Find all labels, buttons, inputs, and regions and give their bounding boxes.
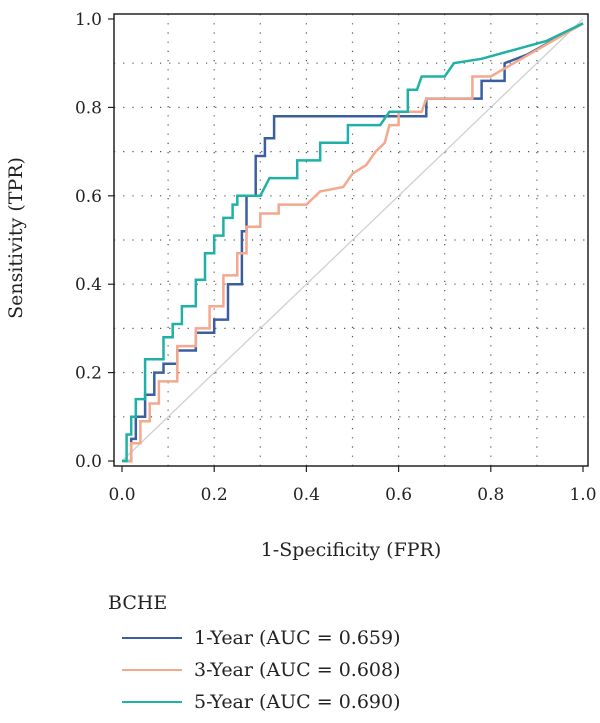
legend-label: 1-Year (AUC = 0.659) (194, 627, 401, 649)
y-tick-label: 0.4 (75, 275, 102, 295)
chance-diagonal (121, 18, 584, 462)
legend-swatch (122, 669, 182, 671)
plot-frame (113, 13, 589, 467)
x-tick-label: 0.2 (201, 485, 228, 505)
x-tick-label: 0.6 (385, 485, 412, 505)
x-tick-label: 0.8 (477, 485, 504, 505)
legend-item-5-year: 5-Year (AUC = 0.690) (108, 686, 401, 718)
y-axis: 0.0 0.2 0.4 0.6 0.8 1.0 (75, 10, 114, 472)
legend-title: BCHE (108, 592, 168, 614)
legend-label: 3-Year (AUC = 0.608) (194, 659, 401, 681)
x-tick-label: 0.0 (108, 485, 135, 505)
legend-label: 5-Year (AUC = 0.690) (194, 691, 401, 713)
y-tick-label: 0.2 (75, 364, 102, 384)
x-tick-label: 1.0 (569, 485, 596, 505)
roc-chart: 0.0 0.2 0.4 0.6 0.8 1.0 0.0 0.2 0.4 0.6 0.8 1.0 1-… (5, 10, 597, 561)
x-axis: 0.0 0.2 0.4 0.6 0.8 1.0 (108, 466, 597, 505)
roc-curve-series-3 (122, 22, 584, 463)
roc-curve-series-2 (122, 22, 584, 463)
y-axis-label: Sensitivity (TPR) (5, 157, 27, 319)
legend-item-3-year: 3-Year (AUC = 0.608) (108, 654, 401, 686)
x-tick-label: 0.4 (293, 485, 320, 505)
y-tick-label: 0.8 (75, 98, 102, 118)
series-layer (122, 22, 584, 463)
legend-swatch (122, 637, 182, 639)
y-tick-label: 0.6 (75, 187, 102, 207)
y-tick-label: 0.0 (75, 452, 102, 472)
legend: BCHE 1-Year (AUC = 0.659) 3-Year (AUC = … (108, 592, 401, 718)
legend-item-1-year: 1-Year (AUC = 0.659) (108, 622, 401, 654)
y-tick-label: 1.0 (75, 10, 102, 30)
legend-swatch (122, 701, 182, 703)
x-axis-label: 1-Specificity (FPR) (261, 539, 442, 561)
